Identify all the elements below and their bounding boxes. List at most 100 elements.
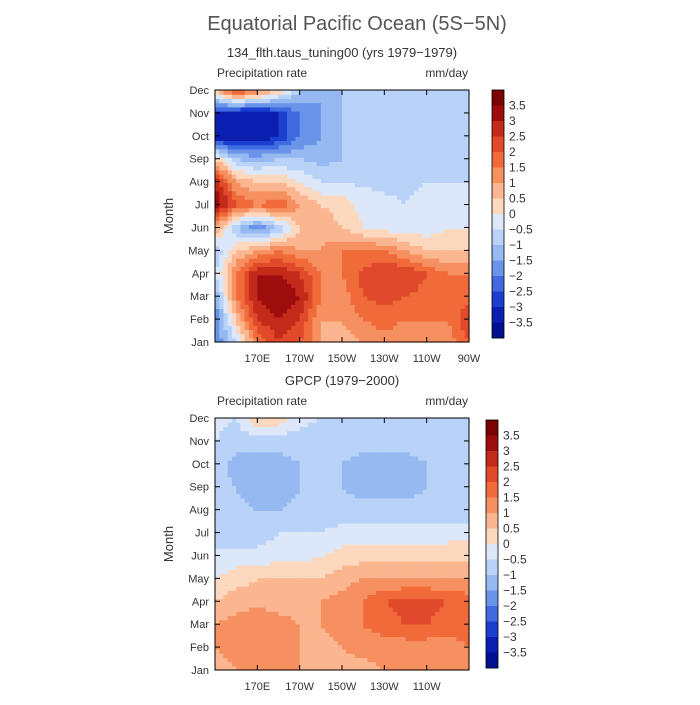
heatmap-cell <box>325 241 330 246</box>
heatmap-cell <box>414 195 419 200</box>
heatmap-cell <box>223 615 228 620</box>
heatmap-cell <box>359 170 364 175</box>
heatmap-cell <box>372 245 377 250</box>
heatmap-cell <box>372 90 377 95</box>
heatmap-cell <box>325 149 330 154</box>
heatmap-cell <box>338 308 343 313</box>
heatmap-cell <box>283 199 288 204</box>
heatmap-cell <box>329 250 334 255</box>
heatmap-cell <box>346 292 351 297</box>
colorbar-swatch <box>492 183 504 199</box>
heatmap-cell <box>223 153 228 158</box>
heatmap-cell <box>312 296 317 301</box>
heatmap-cell <box>287 119 292 124</box>
heatmap-cell <box>266 212 271 217</box>
heatmap-cell <box>444 657 449 662</box>
heatmap-cell <box>245 628 250 633</box>
heatmap-cell <box>393 258 398 263</box>
heatmap-cell <box>384 653 389 658</box>
heatmap-cell <box>236 153 241 158</box>
heatmap-cell <box>257 254 262 259</box>
heatmap-cell <box>274 304 279 309</box>
heatmap-cell <box>329 174 334 179</box>
heatmap-cell <box>334 199 339 204</box>
heatmap-cell <box>384 182 389 187</box>
heatmap-cell <box>384 325 389 330</box>
heatmap-cell <box>257 245 262 250</box>
heatmap-cell <box>321 611 326 616</box>
heatmap-cell <box>232 187 237 192</box>
heatmap-cell <box>401 594 406 599</box>
heatmap-cell <box>245 224 250 229</box>
heatmap-cell <box>393 166 398 171</box>
heatmap-cell <box>321 182 326 187</box>
heatmap-cell <box>338 233 343 238</box>
heatmap-cell <box>435 321 440 326</box>
heatmap-cell <box>304 140 309 145</box>
heatmap-cell <box>401 590 406 595</box>
heatmap-cell <box>228 329 233 334</box>
heatmap-cell <box>435 250 440 255</box>
heatmap-cell <box>236 287 241 292</box>
heatmap-cell <box>456 153 461 158</box>
heatmap-cell <box>342 321 347 326</box>
heatmap-cell <box>384 254 389 259</box>
heatmap-cell <box>448 90 453 95</box>
heatmap-cell <box>304 170 309 175</box>
heatmap-cell <box>228 170 233 175</box>
heatmap-cell <box>401 275 406 280</box>
heatmap-cell <box>266 245 271 250</box>
heatmap-cell <box>406 203 411 208</box>
heatmap-cell <box>401 124 406 129</box>
heatmap-cell <box>270 140 275 145</box>
heatmap-cell <box>414 224 419 229</box>
heatmap-cell <box>363 325 368 330</box>
heatmap-cell <box>342 308 347 313</box>
heatmap-cell <box>338 594 343 599</box>
heatmap-cell <box>291 187 296 192</box>
heatmap-cell <box>215 304 220 309</box>
heatmap-cell <box>312 304 317 309</box>
heatmap-cell <box>270 229 275 234</box>
heatmap-cell <box>287 128 292 133</box>
heatmap-cell <box>312 187 317 192</box>
heatmap-cell <box>240 262 245 267</box>
heatmap-cell <box>338 254 343 259</box>
heatmap-cell <box>317 624 322 629</box>
heatmap-cell <box>215 632 220 637</box>
heatmap-cell <box>329 620 334 625</box>
heatmap-cell <box>384 195 389 200</box>
heatmap-cell <box>249 132 254 137</box>
heatmap-cell <box>274 275 279 280</box>
heatmap-cell <box>308 115 313 120</box>
heatmap-cell <box>240 233 245 238</box>
heatmap-cell <box>304 636 309 641</box>
heatmap-cell <box>414 229 419 234</box>
heatmap-cell <box>291 111 296 116</box>
heatmap-cell <box>444 245 449 250</box>
heatmap-cell <box>291 620 296 625</box>
heatmap-cell <box>279 140 284 145</box>
heatmap-cell <box>266 170 271 175</box>
heatmap-cell <box>359 649 364 654</box>
heatmap-cell <box>384 317 389 322</box>
heatmap-cell <box>350 594 355 599</box>
heatmap-cell <box>461 657 466 662</box>
heatmap-cell <box>236 115 241 120</box>
heatmap-cell <box>355 94 360 99</box>
heatmap-cell <box>279 170 284 175</box>
heatmap-cell <box>228 624 233 629</box>
heatmap-cell <box>257 603 262 608</box>
heatmap-cell <box>334 140 339 145</box>
heatmap-cell <box>228 615 233 620</box>
heatmap-cell <box>427 603 432 608</box>
heatmap-cell <box>427 170 432 175</box>
heatmap-cell <box>295 224 300 229</box>
heatmap-cell <box>401 220 406 225</box>
heatmap-cell <box>279 603 284 608</box>
heatmap-cell <box>367 334 372 339</box>
heatmap-cell <box>291 321 296 326</box>
heatmap-cell <box>384 250 389 255</box>
heatmap-cell <box>274 329 279 334</box>
heatmap-cell <box>389 250 394 255</box>
